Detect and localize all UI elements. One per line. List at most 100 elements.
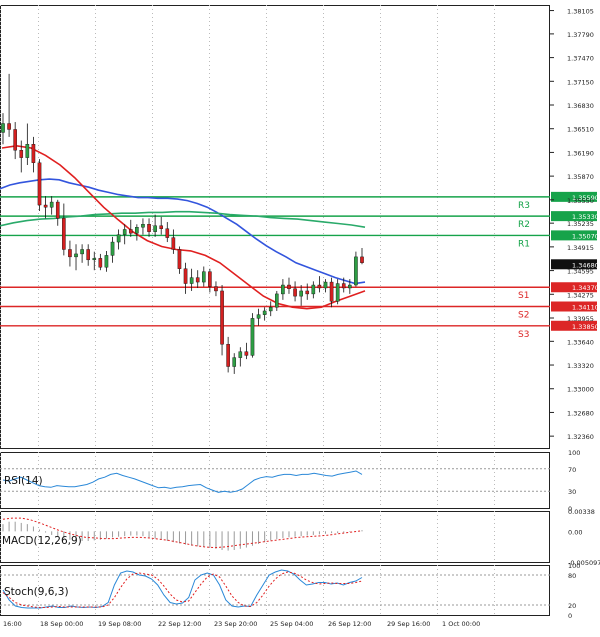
panel-frame-3	[0, 565, 550, 616]
price-tick-label: 1.33000	[567, 386, 594, 394]
time-tick-label: 19 Sep 08:00	[98, 620, 141, 628]
level-price-label-r1: 1.35070	[572, 232, 599, 240]
candle-body	[208, 271, 212, 287]
candle-body	[232, 357, 237, 367]
candle-body	[189, 277, 194, 284]
price-tick-label: 1.37790	[567, 31, 594, 39]
candle-body	[183, 268, 188, 284]
candle-body	[348, 284, 352, 289]
candle-body	[49, 201, 54, 208]
level-price-label-s2: 1.34110	[572, 304, 599, 312]
candle-body	[13, 129, 17, 151]
candle-body	[287, 284, 291, 289]
candle-body	[159, 225, 164, 229]
candles-layer	[1, 73, 364, 374]
panel-frame-1	[0, 452, 550, 509]
candle-body	[360, 256, 364, 263]
price-tick-label: 1.34915	[567, 244, 594, 252]
price-tick-label: 1.36830	[567, 102, 594, 110]
current-price-box	[551, 259, 597, 270]
axes-layer: 1.38105 1.37790 1.37470 1.37150 1.36830 1.365…	[3, 8, 599, 628]
rsi-label: RSI(14)	[4, 475, 43, 487]
candle-body	[299, 290, 303, 297]
candle-body	[250, 318, 255, 356]
candle-body	[7, 123, 11, 130]
level-label-s2: S2	[518, 311, 529, 321]
candle-body	[116, 234, 121, 243]
current-price-label: 1.34680	[572, 261, 599, 269]
candle-body	[31, 144, 36, 163]
support-resistance-layer: R3 1.35590 R2 1.35330 R1 1.35070 S1 1.34370 S2 1.…	[0, 191, 599, 340]
indicators-layer: RSI(14) 100 70 30 0 MACD(12,26,9) 0.00338 0.00 -…	[0, 449, 600, 620]
candle-body	[141, 224, 145, 228]
candle-body	[268, 307, 273, 312]
candle-body	[354, 256, 358, 286]
time-tick-label: 18 Sep 00:00	[40, 620, 83, 628]
level-price-label-r3: 1.35590	[572, 194, 599, 202]
macd-tick-label: 0.00	[568, 528, 582, 536]
macd-label: MACD(12,26,9)	[2, 535, 82, 547]
candle-body	[86, 249, 90, 261]
candle-body	[74, 253, 78, 258]
candle-body	[195, 277, 200, 283]
stoch-tick-label: 80	[568, 572, 576, 580]
price-tick-label: 1.34275	[567, 291, 594, 299]
candle-body	[165, 228, 170, 238]
candle-body	[238, 351, 243, 358]
rsi-line	[2, 470, 363, 493]
price-tick-label: 1.36190	[567, 149, 594, 157]
candle-body	[92, 258, 97, 261]
time-tick-label: 1 Oct 00:00	[442, 620, 480, 628]
candle-body	[220, 290, 224, 345]
price-tick-label: 1.35870	[567, 173, 594, 181]
candle-body	[37, 162, 42, 206]
candle-body	[275, 293, 279, 308]
stoch-tick-label: 100	[568, 562, 580, 570]
stoch-tick-label: 0	[568, 612, 572, 620]
candle-body	[25, 144, 30, 158]
candle-body	[262, 310, 267, 315]
candle-body	[80, 249, 84, 255]
moving-averages-layer	[0, 144, 366, 310]
grid-layer	[0, 5, 550, 616]
level-label-r2: R2	[518, 220, 530, 230]
time-tick-label: 23 Sep 20:00	[214, 620, 257, 628]
level-price-box-s1	[551, 282, 597, 293]
rsi-tick-label: 0	[568, 505, 572, 513]
candle-body	[153, 225, 157, 232]
candle-body	[147, 224, 151, 232]
panel-frame-0	[0, 5, 550, 449]
level-label-s1: S1	[518, 291, 529, 301]
candle-body	[128, 229, 133, 234]
level-price-label-r2: 1.35330	[572, 213, 599, 221]
candle-body	[311, 284, 316, 295]
rsi-tick-label: 100	[568, 449, 580, 457]
candle-body	[98, 258, 103, 268]
candle-body	[177, 249, 182, 269]
level-label-r3: R3	[518, 201, 530, 211]
candle-body	[122, 229, 127, 235]
candle-body	[135, 227, 139, 234]
time-tick-label: 26 Sep 12:00	[328, 620, 371, 628]
candle-body	[293, 288, 297, 297]
level-label-r1: R1	[518, 239, 530, 249]
level-price-label-s3: 1.33850	[572, 323, 599, 331]
level-price-box-s2	[551, 301, 597, 312]
time-tick-label: 16:00	[3, 620, 22, 628]
level-price-label-s1: 1.34370	[572, 284, 599, 292]
level-label-s3: S3	[518, 330, 529, 340]
candle-body	[110, 241, 115, 256]
candle-body	[171, 237, 176, 250]
price-tick-label: 1.32680	[567, 409, 594, 417]
candle-body	[341, 283, 346, 289]
time-tick-label: 25 Sep 04:00	[270, 620, 313, 628]
time-tick-label: 22 Sep 12:00	[158, 620, 201, 628]
moving-average-line-2	[1, 144, 366, 310]
candle-body	[214, 286, 218, 292]
price-tick-label: 1.37470	[567, 55, 594, 63]
candle-body	[256, 314, 261, 319]
price-tick-label: 1.34595	[567, 268, 594, 276]
macd-tick-label: -0.005097	[568, 559, 600, 567]
